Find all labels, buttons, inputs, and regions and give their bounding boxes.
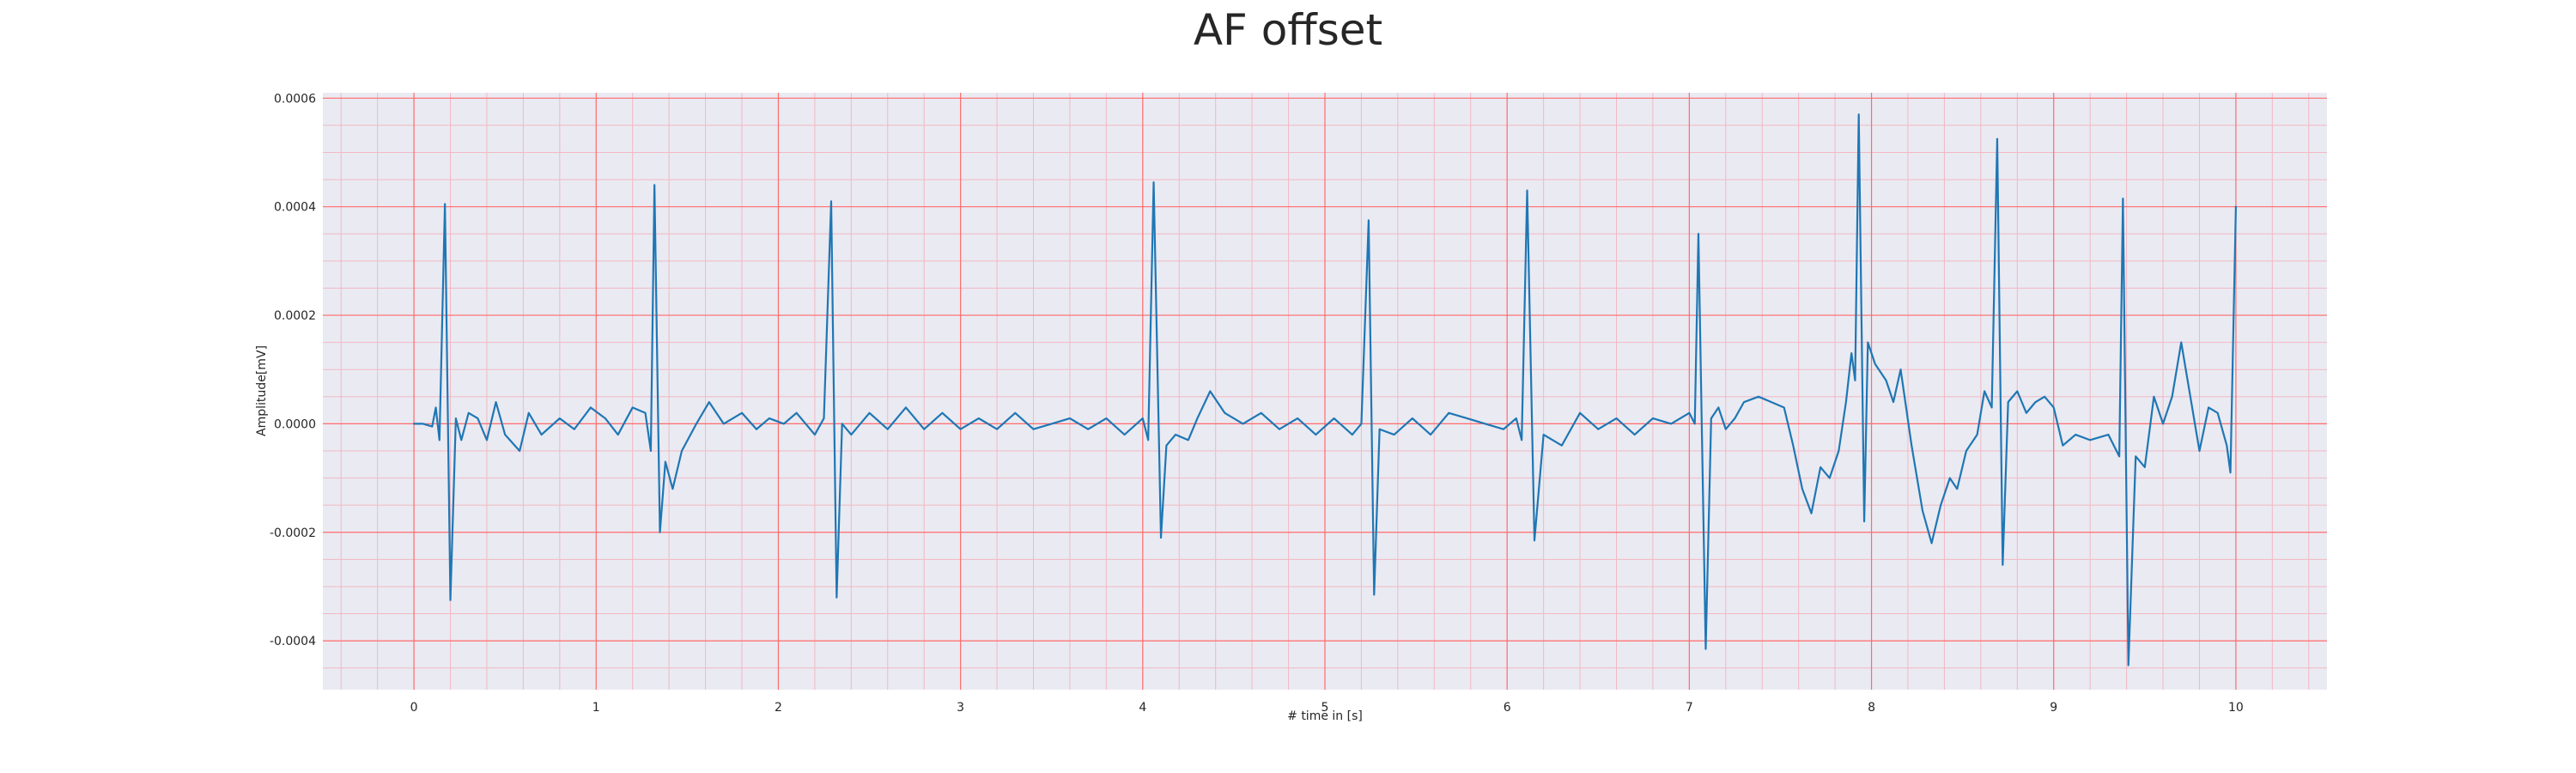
x-tick-label: 4 [1139,701,1146,715]
x-axis-label: # time in [s] [1287,709,1363,723]
y-tick-label: 0.0002 [274,309,316,323]
y-tick-label: -0.0004 [270,635,316,648]
y-axis-label: Amplitude[mV] [255,345,269,436]
x-tick-labels: 0 1 2 3 4 5 6 7 8 9 10 [410,701,2244,715]
x-tick-label: 10 [2228,701,2244,715]
x-tick-label: 6 [1504,701,1511,715]
x-tick-label: 0 [410,701,418,715]
chart-title: AF offset [1194,5,1382,55]
series-layer [412,113,2238,666]
series-line [412,113,2238,666]
y-tick-label: 0.0006 [274,92,316,106]
y-tick-label: -0.0002 [270,526,316,540]
x-tick-label: 3 [957,701,964,715]
x-tick-label: 9 [2050,701,2057,715]
y-tick-labels: -0.0004 -0.0002 0.0000 0.0002 0.0004 0.0006 [270,92,316,648]
x-tick-label: 8 [1868,701,1875,715]
x-tick-label: 1 [592,701,600,715]
y-tick-label: 0.0000 [274,417,316,431]
x-tick-label: 2 [775,701,782,715]
x-tick-label: 7 [1686,701,1693,715]
y-tick-label: 0.0004 [274,201,316,215]
x-tick-label: 5 [1321,701,1329,715]
